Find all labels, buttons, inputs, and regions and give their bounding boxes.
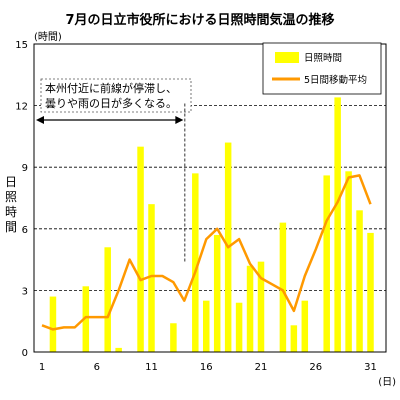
x-tick-label: 31 (364, 362, 377, 373)
bar-day-17 (213, 234, 221, 352)
bar-day-25 (301, 300, 309, 352)
y-tick-label: 3 (22, 286, 28, 297)
x-tick-labels: 1 6 11 16 21 26 31 (39, 362, 377, 373)
bar-day-27 (323, 175, 330, 352)
bar-day-8 (115, 347, 122, 352)
y-axis-label-char: 照 (5, 190, 17, 204)
annotation-arrow-head-right (175, 115, 184, 124)
annotation-arrow-head-left (36, 115, 44, 124)
bar-day-10 (137, 146, 144, 352)
legend: 日照時間 5日間移動平均 (262, 42, 382, 95)
x-tick-label: 26 (309, 362, 322, 373)
bar-day-28 (334, 97, 341, 353)
y-tick-labels: 0 3 6 9 12 15 (15, 40, 28, 359)
bar-day-24 (290, 325, 298, 352)
bar-day-7 (104, 247, 111, 352)
annotation-arrow (36, 103, 186, 262)
bar-day-31 (367, 232, 374, 352)
bar-day-11 (148, 204, 155, 352)
legend-bar-swatch (275, 52, 299, 63)
grid-lines (34, 105, 386, 291)
bar-day-21 (257, 261, 265, 352)
bar-series (49, 97, 374, 353)
plot-area-frame (33, 43, 387, 353)
legend-bar-label: 日照時間 (304, 53, 342, 64)
x-tick-label: 16 (200, 362, 213, 373)
bar-day-20 (246, 265, 254, 352)
annotation-line-1: 本州付近に前線が停滞し、 (45, 81, 177, 95)
x-tick-label: 11 (145, 362, 158, 373)
y-tick-label: 6 (22, 225, 28, 236)
bar-day-13 (170, 323, 177, 352)
x-tick-label: 6 (94, 362, 100, 373)
bar-day-2 (49, 296, 57, 352)
bar-day-15 (192, 173, 199, 352)
moving-average-line (41, 174, 372, 331)
annotation-line-2: 曇りや雨の日が多くなる。 (45, 96, 177, 110)
bar-day-29 (345, 171, 352, 352)
y-axis-label-char: 時 (5, 205, 17, 219)
y-tick-label: 9 (22, 163, 28, 174)
y-tick-label: 0 (22, 348, 28, 359)
legend-box (262, 42, 382, 95)
y-tick-label: 15 (15, 40, 28, 51)
bar-day-23 (279, 222, 287, 352)
x-unit-label: (日) (378, 377, 396, 388)
y-tick-label: 12 (15, 102, 28, 113)
y-axis-label-char: 間 (5, 220, 17, 234)
legend-line-label: 5日間移動平均 (304, 74, 367, 86)
x-tick-label: 1 (39, 362, 45, 373)
annotation: 本州付近に前線が停滞し、 曇りや雨の日が多くなる。 (36, 78, 192, 262)
y-unit-label: (時間) (34, 31, 62, 43)
annotation-box (40, 78, 192, 113)
chart-title: 7月の日立市役所における日照時間気温の推移 (65, 12, 334, 28)
line-series (41, 174, 372, 331)
bar-day-19 (235, 302, 243, 352)
bar-day-16 (203, 300, 210, 352)
bar-day-5 (82, 286, 90, 352)
y-axis-label: 日照時間 (5, 175, 17, 234)
x-tick-label: 21 (255, 362, 268, 373)
y-axis-label-char: 日 (5, 175, 17, 189)
bar-day-30 (356, 210, 363, 352)
